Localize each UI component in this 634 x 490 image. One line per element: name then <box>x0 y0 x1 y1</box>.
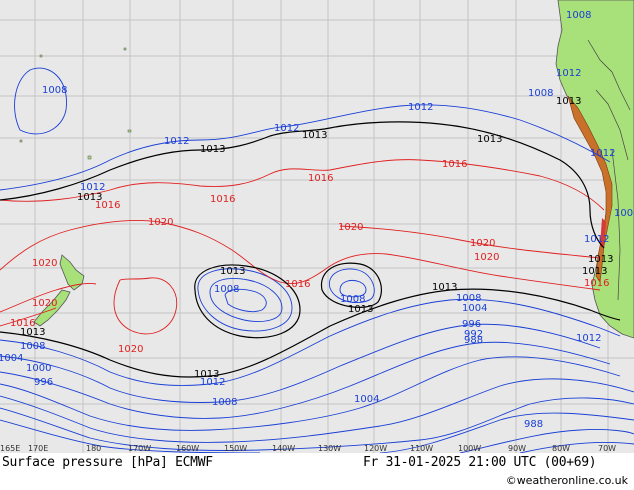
label-1008-sw: 1008 <box>20 341 45 352</box>
country-borders <box>587 39 631 301</box>
label-996-sw: 996 <box>34 377 53 388</box>
label-1012-n-b: 1012 <box>274 123 299 134</box>
footer <box>0 453 634 490</box>
valid-time: Fr 31-01-2025 21:00 UTC (00+69) <box>363 455 597 470</box>
label-1013-s-b: 1013 <box>194 369 219 380</box>
label-chile-1012: 1012 <box>556 68 581 79</box>
lon-label: 180 <box>86 444 101 453</box>
label-1016-low: 1016 <box>285 279 310 290</box>
label-1013-s-a: 1013 <box>432 282 457 293</box>
label-1013-n-c: 1013 <box>477 134 502 145</box>
label-1004-s: 1004 <box>462 303 487 314</box>
longitude-labels: 165E 170E 180 170W 160W 150W 140W 130W 1… <box>0 444 616 453</box>
label-chile-1013-a: 1013 <box>556 96 581 107</box>
map-title: Surface pressure [hPa] ECMWF <box>2 455 213 470</box>
label-1020-d: 1020 <box>474 252 499 263</box>
label-988-s: 988 <box>464 335 483 346</box>
lon-label: 120W <box>364 444 387 453</box>
lon-label: 165E <box>0 444 20 453</box>
lon-label: 80W <box>552 444 570 453</box>
lon-label: 90W <box>508 444 526 453</box>
label-1016-e: 1016 <box>442 159 467 170</box>
isobars-low <box>0 67 634 454</box>
label-1020-a: 1020 <box>148 217 173 228</box>
label-1013-low-a: 1013 <box>220 266 245 277</box>
label-chile-1004: 1004 <box>614 208 634 219</box>
label-1000-sw: 1000 <box>26 363 51 374</box>
label-1012-s: 1012 <box>200 377 225 388</box>
label-chile-1012-c: 1012 <box>590 148 615 159</box>
lon-label: 140W <box>272 444 295 453</box>
label-1008-bottom: 1008 <box>212 397 237 408</box>
label-1012-n-a: 1012 <box>164 136 189 147</box>
label-chile-1016: 1016 <box>584 278 609 289</box>
lon-label: 160W <box>176 444 199 453</box>
label-1013-low-b: 1013 <box>348 304 373 315</box>
isobar-labels: 1008 1012 1012 1012 1012 1013 1013 1013 … <box>0 10 634 430</box>
label-1013-w: 1013 <box>77 192 102 203</box>
label-1008-nw: 1008 <box>42 85 67 96</box>
label-1008-low-a: 1008 <box>214 284 239 295</box>
new-zealand-north-island <box>59 254 85 291</box>
lon-label: 70W <box>598 444 616 453</box>
label-1020-c: 1020 <box>470 238 495 249</box>
label-1008-s: 1008 <box>456 293 481 304</box>
label-1012-n-c: 1012 <box>408 102 433 113</box>
lon-label: 150W <box>224 444 247 453</box>
lon-label: 110W <box>410 444 433 453</box>
label-988-se: 988 <box>524 419 543 430</box>
isobars-high <box>0 159 605 335</box>
lon-label: 130W <box>318 444 341 453</box>
label-1016-w: 1016 <box>95 200 120 211</box>
label-1012-se: 1012 <box>576 333 601 344</box>
label-1004-sw: 1004 <box>0 353 23 364</box>
new-zealand-south-island <box>33 289 71 327</box>
label-1016-c-a: 1016 <box>210 194 235 205</box>
label-chile-1013-b: 1013 <box>588 254 613 265</box>
andes-snow <box>600 218 606 248</box>
label-chile-1013-c: 1013 <box>582 266 607 277</box>
label-1013-n-a: 1013 <box>200 144 225 155</box>
label-1012-w: 1012 <box>80 182 105 193</box>
lon-label: 170W <box>128 444 151 453</box>
label-992-s: 992 <box>464 329 483 340</box>
label-1020-e: 1020 <box>32 258 57 269</box>
label-1008-low-b: 1008 <box>340 294 365 305</box>
label-1020-f: 1020 <box>118 344 143 355</box>
lon-label: 100W <box>458 444 481 453</box>
isobars-1013 <box>0 121 621 378</box>
label-1013-n-b: 1013 <box>302 130 327 141</box>
label-1004-bottom: 1004 <box>354 394 379 405</box>
label-1020-b: 1020 <box>338 222 363 233</box>
label-1020-nz: 1020 <box>32 298 57 309</box>
label-chile-1012-b: 1012 <box>584 234 609 245</box>
credit-link[interactable]: ©weatheronline.co.uk <box>505 474 628 487</box>
label-996-s: 996 <box>462 319 481 330</box>
label-1013-sw: 1013 <box>20 327 45 338</box>
label-1016-c-b: 1016 <box>308 173 333 184</box>
label-chile-1008-b: 1008 <box>566 10 591 21</box>
lon-label: 170E <box>28 444 48 453</box>
ocean-background <box>0 0 634 453</box>
label-chile-1008: 1008 <box>528 88 553 99</box>
pacific-islands <box>19 47 132 160</box>
label-1016-nz: 1016 <box>10 318 35 329</box>
andes-relief <box>567 95 613 283</box>
